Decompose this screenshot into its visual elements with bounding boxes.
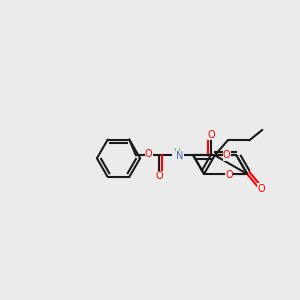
Text: O: O xyxy=(145,149,153,159)
Text: O: O xyxy=(208,130,215,140)
Text: O: O xyxy=(257,184,265,194)
Text: H: H xyxy=(173,148,179,158)
Text: O: O xyxy=(223,150,231,160)
Text: N: N xyxy=(176,151,183,161)
Text: O: O xyxy=(156,171,164,181)
Text: O: O xyxy=(225,170,233,180)
